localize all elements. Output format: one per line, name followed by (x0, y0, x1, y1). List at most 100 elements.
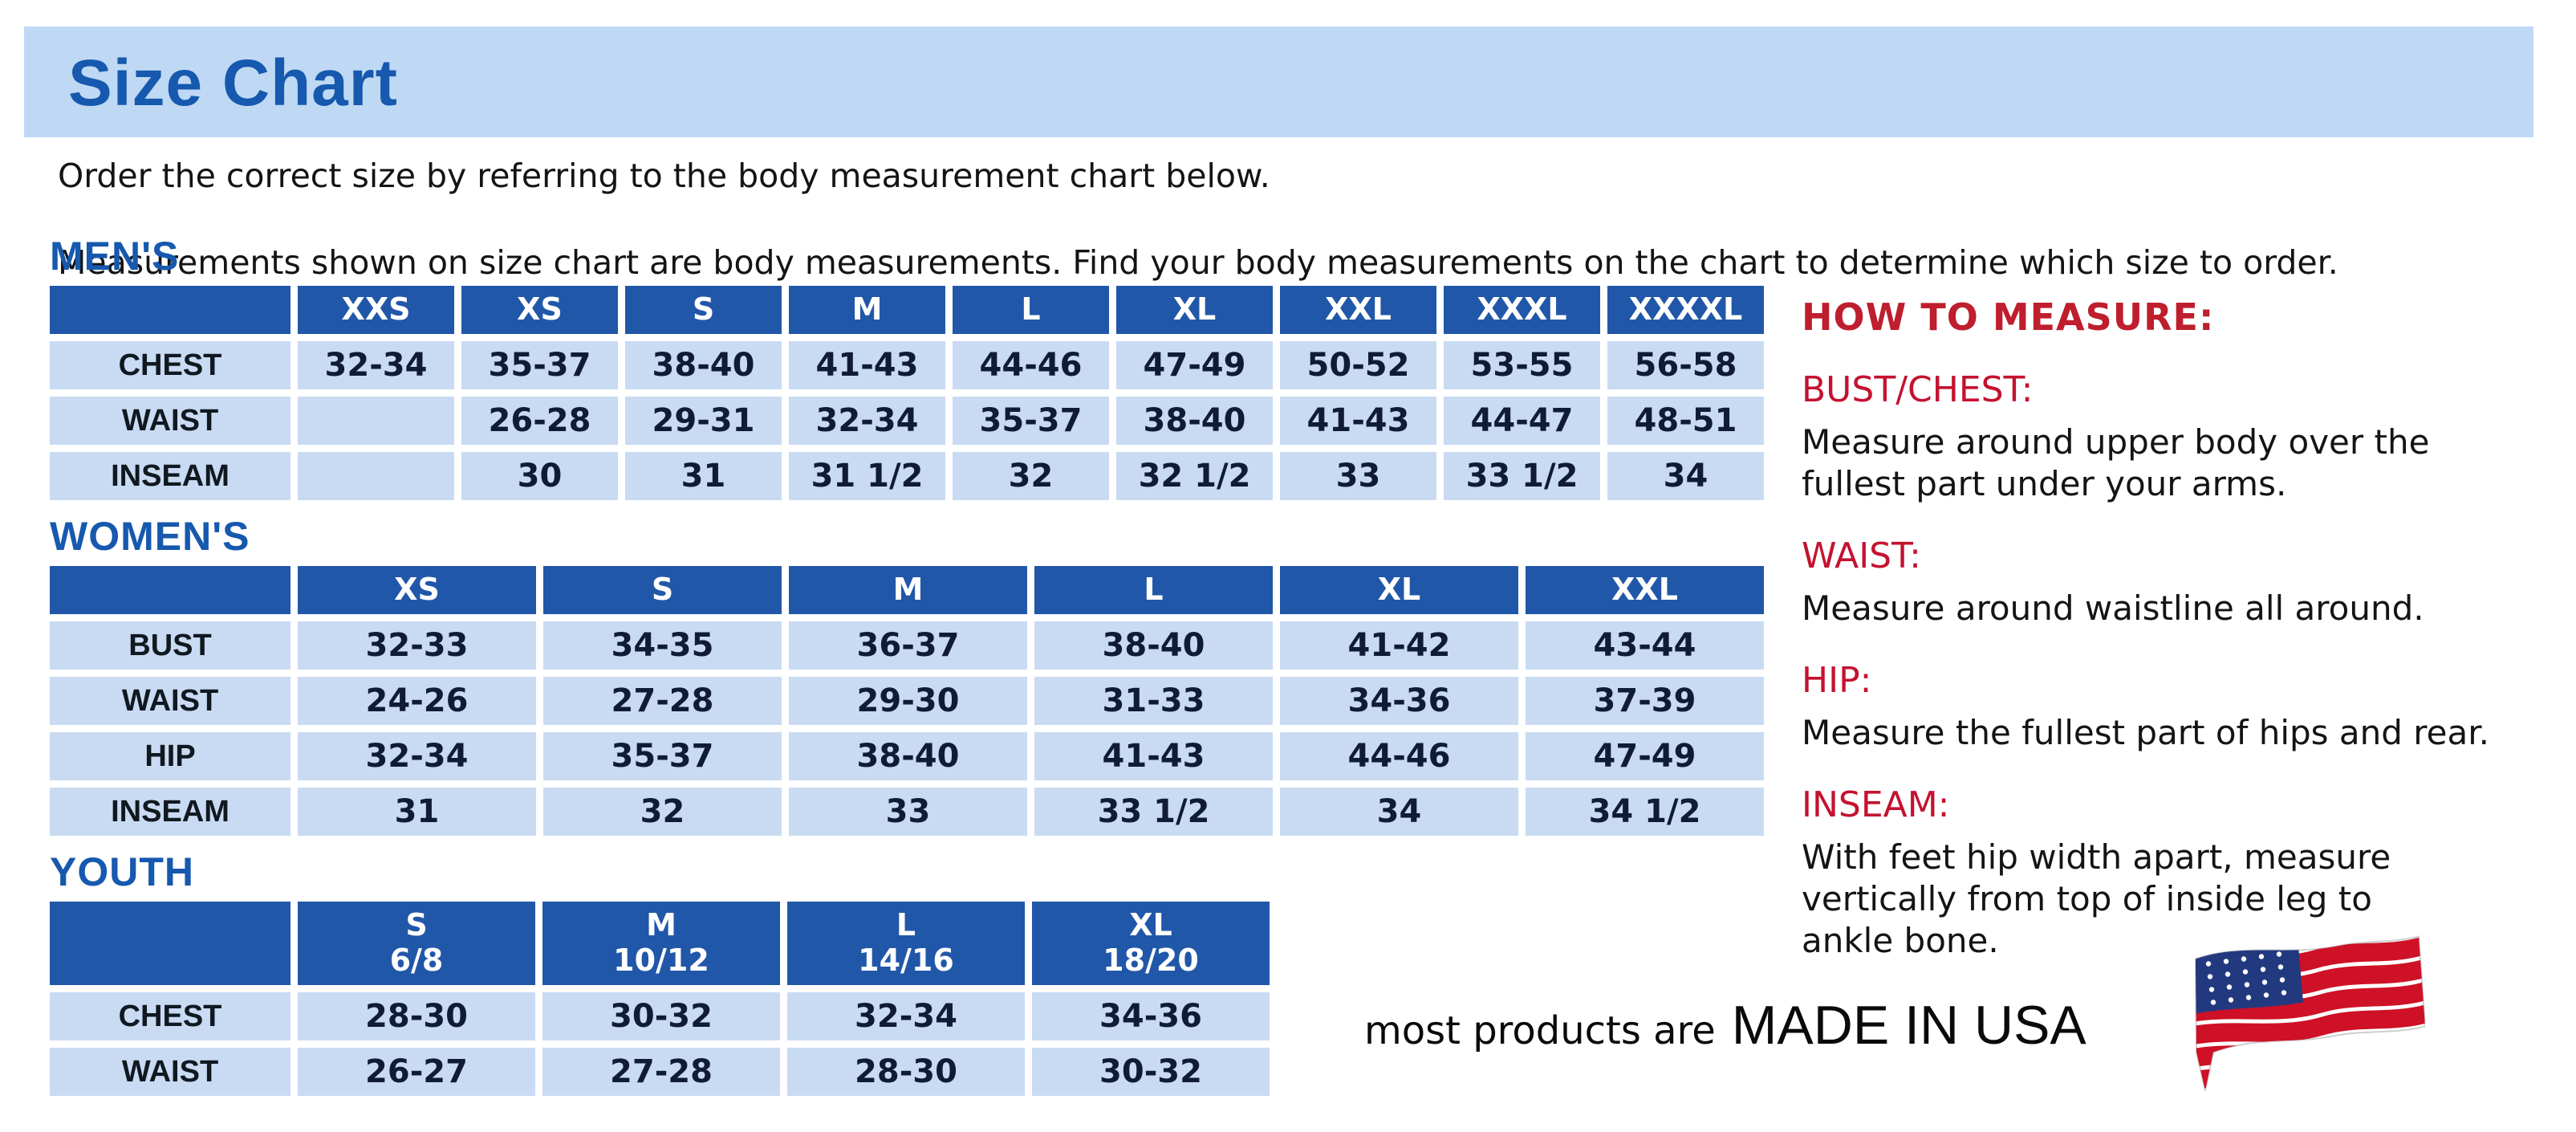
size-cell: 44-46 (1280, 732, 1518, 780)
usa-flag-icon (2195, 935, 2425, 1092)
size-cell: 43-44 (1526, 621, 1764, 670)
size-cell: 30-32 (1032, 1048, 1270, 1096)
row-label: CHEST (50, 341, 291, 389)
measure-section-text-inseam: With feet hip width apart, measure verti… (1802, 837, 2391, 961)
size-cell: 26-27 (298, 1048, 535, 1096)
size-cell: 34 (1607, 452, 1764, 500)
size-cell: 28-30 (298, 992, 535, 1040)
youth-heading: YOUTH (50, 849, 194, 894)
size-col-header: M (789, 286, 945, 334)
size-cell: 27-28 (543, 677, 782, 725)
measure-section-label-hip: HIP: (1802, 660, 1872, 702)
measure-section-text-hip: Measure the fullest part of hips and rea… (1802, 713, 2489, 753)
size-col-header: S 6/8 (298, 902, 535, 985)
size-col-header: XL (1280, 566, 1518, 614)
size-col-header: XXXXL (1607, 286, 1764, 334)
intro-line-2: Measurements shown on size chart are bod… (58, 243, 2338, 283)
mens-heading: MEN'S (50, 234, 180, 279)
measure-section-label-waist: WAIST: (1802, 535, 1921, 577)
measure-section-label-inseam: INSEAM: (1802, 784, 1950, 826)
size-col-header: S (543, 566, 782, 614)
corner-cell (50, 286, 291, 334)
size-cell: 56-58 (1607, 341, 1764, 389)
size-cell: 44-46 (953, 341, 1109, 389)
size-cell: 33 1/2 (1444, 452, 1600, 500)
youth-size-table: S 6/8 M 10/12 L 14/16 XL 18/20 CHEST 28-30 30-… (50, 902, 1764, 1096)
size-col-header: M 10/12 (542, 902, 780, 985)
size-cell: 47-49 (1116, 341, 1273, 389)
footer-text: most products are MADE IN USA (1364, 994, 2086, 1057)
size-cell: 36-37 (789, 621, 1027, 670)
size-cell: 50-52 (1280, 341, 1436, 389)
measure-section-label-bust-chest: BUST/CHEST: (1802, 369, 2034, 410)
title-banner: Size Chart (24, 26, 2533, 137)
size-cell (298, 452, 454, 500)
row-label: WAIST (50, 1048, 291, 1096)
size-col-header: XXXL (1444, 286, 1600, 334)
size-cell: 35-37 (953, 397, 1109, 445)
size-col-header: XS (298, 566, 536, 614)
corner-cell (50, 902, 291, 985)
row-label: HIP (50, 732, 291, 780)
size-col-header: L 14/16 (787, 902, 1025, 985)
corner-cell (50, 566, 291, 614)
size-cell: 35-37 (461, 341, 618, 389)
size-cell: 32-34 (789, 397, 945, 445)
table-row: WAIST 26-28 29-31 32-34 35-37 38-40 41-43 44-47… (50, 397, 1764, 445)
size-cell: 24-26 (298, 677, 536, 725)
size-cell: 31-33 (1034, 677, 1273, 725)
size-cell: 41-43 (789, 341, 945, 389)
size-cell: 41-43 (1034, 732, 1273, 780)
row-label: WAIST (50, 677, 291, 725)
size-cell: 28-30 (787, 1048, 1025, 1096)
measure-section-text-waist: Measure around waistline all around. (1802, 588, 2424, 629)
size-col-header: M (789, 566, 1027, 614)
made-in-usa-text: MADE IN USA (1731, 995, 2086, 1056)
size-col-header: S (625, 286, 782, 334)
table-row: CHEST 32-34 35-37 38-40 41-43 44-46 47-49 50-52… (50, 341, 1764, 389)
size-cell: 38-40 (789, 732, 1027, 780)
size-cell: 31 (298, 788, 536, 836)
size-cell: 38-40 (625, 341, 782, 389)
size-cell: 48-51 (1607, 397, 1764, 445)
intro-line-1: Order the correct size by referring to t… (58, 157, 1270, 195)
table-row: WAIST 24-26 27-28 29-30 31-33 34-36 37-39 (50, 677, 1764, 725)
mens-size-table: XXS XS S M L XL XXL XXXL XXXXL CHEST 32-34 35-37 38-… (50, 286, 1764, 500)
size-cell: 34 1/2 (1526, 788, 1764, 836)
size-cell: 41-42 (1280, 621, 1518, 670)
size-cell: 41-43 (1280, 397, 1436, 445)
size-col-header: XXL (1526, 566, 1764, 614)
page-title: Size Chart (68, 47, 398, 120)
size-cell: 38-40 (1034, 621, 1273, 670)
size-cell: 31 (625, 452, 782, 500)
size-cell: 32-34 (787, 992, 1025, 1040)
size-cell (298, 397, 454, 445)
size-cell: 53-55 (1444, 341, 1600, 389)
size-cell: 30-32 (542, 992, 780, 1040)
size-cell: 27-28 (542, 1048, 780, 1096)
size-cell: 34 (1280, 788, 1518, 836)
size-cell: 32-34 (298, 732, 536, 780)
intro-text: Order the correct size by referring to t… (58, 154, 2529, 284)
size-cell: 35-37 (543, 732, 782, 780)
row-label: INSEAM (50, 788, 291, 836)
size-col-header: XS (461, 286, 618, 334)
size-col-header: XL 18/20 (1032, 902, 1270, 985)
size-col-header: XXL (1280, 286, 1436, 334)
size-cell: 31 1/2 (789, 452, 945, 500)
size-cell: 34-36 (1280, 677, 1518, 725)
size-cell: 32 1/2 (1116, 452, 1273, 500)
tables-column: MEN'S XXS XS S M L XL XXL XXXL XXXXL CHEST 32-34 35… (50, 236, 1764, 1096)
size-cell: 38-40 (1116, 397, 1273, 445)
size-cell: 33 1/2 (1034, 788, 1273, 836)
size-col-header: L (1034, 566, 1273, 614)
table-row: BUST 32-33 34-35 36-37 38-40 41-42 43-44 (50, 621, 1764, 670)
size-col-header: XXS (298, 286, 454, 334)
size-cell: 26-28 (461, 397, 618, 445)
size-cell: 34-35 (543, 621, 782, 670)
size-cell: 32-34 (298, 341, 454, 389)
size-cell: 29-30 (789, 677, 1027, 725)
measure-section-text-bust-chest: Measure around upper body over the fulle… (1802, 422, 2430, 504)
size-cell: 37-39 (1526, 677, 1764, 725)
